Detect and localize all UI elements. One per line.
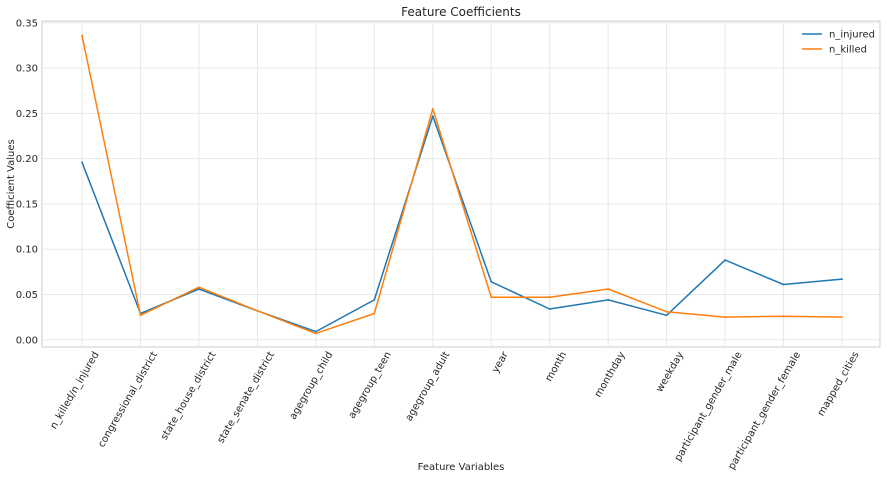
data-point-n-killed — [665, 310, 668, 313]
data-point-n-killed — [782, 315, 785, 318]
x-tick-label: congressional_district — [96, 350, 160, 450]
data-point-n-injured — [607, 299, 610, 301]
x-tick-label: agegroup_adult — [404, 350, 453, 423]
data-point-n-injured — [665, 314, 668, 317]
data-point-n-injured — [431, 115, 434, 117]
y-tick-label: 0.20 — [16, 154, 38, 165]
x-tick-label: month — [544, 350, 570, 384]
data-point-n-killed — [314, 332, 317, 335]
y-tick-label: 0.10 — [16, 245, 38, 256]
y-tick-label: 0.05 — [16, 290, 38, 301]
x-tick-label: state_house_district — [159, 350, 219, 442]
chart-title: Feature Coefficients — [401, 5, 521, 19]
x-axis-label: Feature Variables — [418, 462, 505, 473]
x-tick-labels: n_killed/n_injuredcongressional_district… — [48, 349, 861, 472]
y-tick-labels: 0.00 0.05 0.10 0.15 0.20 0.25 0.30 0.35 — [16, 18, 38, 346]
plot-area — [41, 20, 881, 348]
legend: n_injured n_killed — [802, 30, 875, 56]
data-point-n-injured — [314, 330, 317, 333]
data-point-n-injured — [373, 299, 376, 301]
x-tick-label: agegroup_teen — [347, 350, 394, 421]
grid — [42, 21, 880, 347]
y-tick-label: 0.25 — [16, 109, 38, 120]
series-line-n-killed — [81, 35, 843, 335]
data-point-n-killed — [548, 296, 551, 299]
data-point-n-injured — [81, 161, 83, 164]
data-point-n-killed — [198, 286, 200, 289]
x-tick-label: agegroup_child — [288, 350, 336, 422]
legend-label: n_killed — [829, 45, 867, 56]
x-tick-label: mapped_cities — [816, 350, 862, 418]
data-point-n-injured — [548, 308, 551, 310]
data-point-n-killed — [841, 316, 843, 319]
data-point-n-killed — [139, 314, 142, 317]
legend-label: n_injured — [829, 30, 875, 41]
data-point-n-injured — [782, 283, 785, 286]
y-tick-label: 0.00 — [16, 335, 38, 346]
data-point-n-injured — [198, 288, 200, 290]
data-point-n-killed — [373, 312, 376, 315]
data-point-n-injured — [841, 278, 843, 280]
data-point-n-killed — [431, 107, 434, 110]
x-tick-label: n_killed/n_injured — [48, 350, 101, 431]
data-point-n-killed — [724, 316, 726, 319]
data-point-n-injured — [490, 280, 493, 283]
y-tick-label: 0.15 — [16, 199, 38, 210]
data-point-n-killed — [81, 34, 83, 37]
y-tick-label: 0.30 — [16, 64, 38, 75]
y-axis-label: Coefficient Values — [6, 139, 17, 228]
x-tick-label: monthday — [593, 350, 628, 400]
y-tick-label: 0.35 — [16, 18, 38, 29]
x-tick-label: state_senate_district — [216, 350, 277, 445]
data-point-n-injured — [724, 259, 726, 261]
data-point-n-killed — [256, 309, 259, 312]
series-lines — [81, 34, 843, 335]
series-line-n-injured — [81, 115, 843, 333]
x-tick-label: participant_gender_male — [673, 350, 745, 463]
data-point-n-killed — [490, 296, 493, 299]
x-tick-label: weekday — [654, 350, 686, 394]
x-tick-label: year — [490, 349, 511, 375]
x-tick-label: participant_gender_female — [727, 350, 804, 472]
data-point-n-killed — [607, 288, 610, 290]
